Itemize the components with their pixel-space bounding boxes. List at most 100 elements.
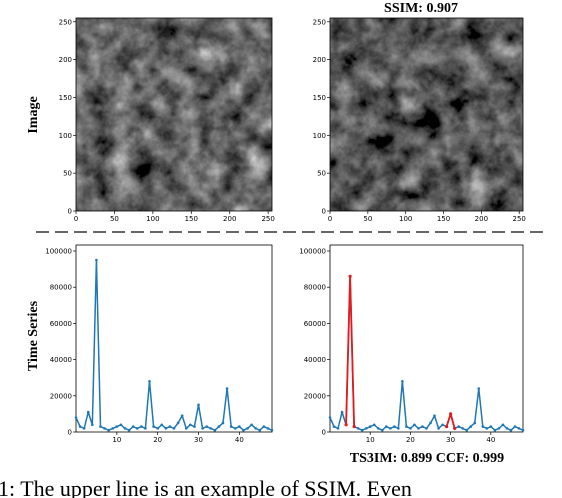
data-point — [82, 427, 86, 430]
data-point — [270, 428, 274, 432]
y-tick-label: 20000 — [304, 392, 326, 400]
flower-image-original — [76, 18, 272, 211]
data-point — [180, 414, 184, 418]
data-point — [193, 425, 196, 428]
data-point — [262, 425, 266, 428]
data-point — [457, 425, 460, 428]
y-tick-label: 150 — [59, 94, 72, 102]
y-tick-label: 0 — [322, 429, 326, 437]
data-point — [229, 425, 233, 428]
highlighted-point — [449, 412, 453, 416]
data-point — [111, 427, 115, 430]
data-point — [205, 425, 208, 428]
timeseries-plot-distorted: 10 20 30 40 0 20000 40000 60000 80000 100000 — [299, 248, 525, 444]
data-point — [242, 428, 245, 432]
data-point — [176, 421, 180, 425]
data-point — [135, 427, 139, 430]
data-point — [521, 428, 525, 432]
data-point — [152, 425, 155, 428]
data-point — [213, 428, 217, 432]
x-tick-label: 50 — [110, 215, 119, 223]
image-frame-original — [75, 17, 273, 212]
data-point — [481, 425, 485, 428]
data-point — [437, 427, 440, 430]
data-point — [376, 427, 380, 430]
x-tick-label: 20 — [406, 436, 415, 444]
highlighted-point — [348, 274, 352, 278]
y-tick-label: 40000 — [50, 356, 72, 364]
data-point — [489, 425, 493, 428]
data-point — [393, 425, 396, 428]
ssim-title: SSIM: 0.907 — [384, 1, 458, 16]
data-point — [509, 428, 513, 432]
data-point — [461, 427, 464, 430]
y-tick-label: 100000 — [299, 248, 326, 256]
data-point — [405, 425, 408, 428]
data-point — [389, 427, 392, 430]
highlighted-point — [344, 423, 348, 427]
data-point — [441, 423, 444, 427]
timeseries-panel-distorted: 10 20 30 40 0 20000 40000 60000 80000 100000 — [299, 244, 525, 444]
y-tick-label: 250 — [59, 18, 72, 26]
x-tick-label: 200 — [223, 215, 236, 223]
y-tick-label: 200 — [59, 56, 72, 64]
data-point — [384, 425, 388, 428]
highlighted-point — [445, 424, 449, 429]
timeseries-frame-original — [75, 244, 273, 433]
data-point — [250, 423, 253, 427]
x-tick-label: 250 — [513, 215, 526, 223]
data-point — [115, 425, 119, 428]
data-point — [131, 425, 135, 428]
image-panel-original: 0 50 100 150 200 250 0 50 100 150 200 250 — [59, 17, 275, 223]
data-point — [477, 387, 481, 390]
data-point — [401, 380, 404, 383]
data-point — [144, 427, 147, 430]
data-point — [172, 427, 176, 430]
data-point — [184, 427, 188, 430]
data-point — [397, 427, 400, 430]
data-point — [493, 428, 497, 432]
data-point — [368, 425, 372, 428]
highlighted-point — [352, 424, 356, 429]
data-point — [425, 427, 428, 430]
timeseries-frame-distorted — [329, 244, 524, 433]
x-tick-label: 40 — [486, 436, 495, 444]
x-tick-label: 10 — [112, 436, 121, 444]
data-point — [473, 421, 477, 425]
data-point — [238, 425, 241, 428]
data-point — [332, 425, 336, 428]
data-point — [336, 427, 340, 430]
data-point — [107, 428, 110, 432]
data-point — [469, 425, 473, 428]
data-point — [254, 427, 257, 430]
data-point — [225, 387, 229, 390]
data-point — [189, 423, 192, 427]
y-tick-label: 40000 — [304, 356, 326, 364]
timeseries-panel-original: 10 20 30 40 0 20000 40000 60000 80000 100000 — [45, 244, 274, 444]
x-tick-label: 100 — [146, 215, 159, 223]
data-point — [328, 416, 332, 419]
data-point — [517, 427, 521, 430]
y-tick-label: 20000 — [50, 392, 72, 400]
data-point — [201, 427, 204, 430]
x-tick-label: 50 — [363, 215, 372, 223]
data-point — [417, 427, 420, 430]
data-point — [413, 423, 416, 427]
data-point — [217, 425, 221, 428]
y-tick-label: 50 — [317, 170, 326, 178]
data-point — [148, 380, 151, 383]
x-tick-label: 0 — [328, 215, 332, 223]
x-tick-label: 100 — [399, 215, 412, 223]
data-point — [380, 428, 384, 432]
data-point — [78, 425, 82, 428]
data-point — [421, 425, 424, 428]
image-frame-distorted — [329, 17, 524, 212]
y-tick-label: 0 — [68, 208, 72, 216]
caption-fragment: 1: The upper line is an example of SSIM.… — [0, 476, 412, 498]
ts3im-ccf-metric: TS3IM: 0.899 CCF: 0.999 — [350, 451, 504, 466]
data-point — [74, 416, 78, 419]
y-tick-label: 100 — [59, 132, 72, 140]
image-panel-distorted: 0 50 100 150 200 250 0 50 100 150 200 250 — [313, 17, 526, 223]
data-point — [497, 427, 501, 430]
data-point — [258, 428, 262, 432]
